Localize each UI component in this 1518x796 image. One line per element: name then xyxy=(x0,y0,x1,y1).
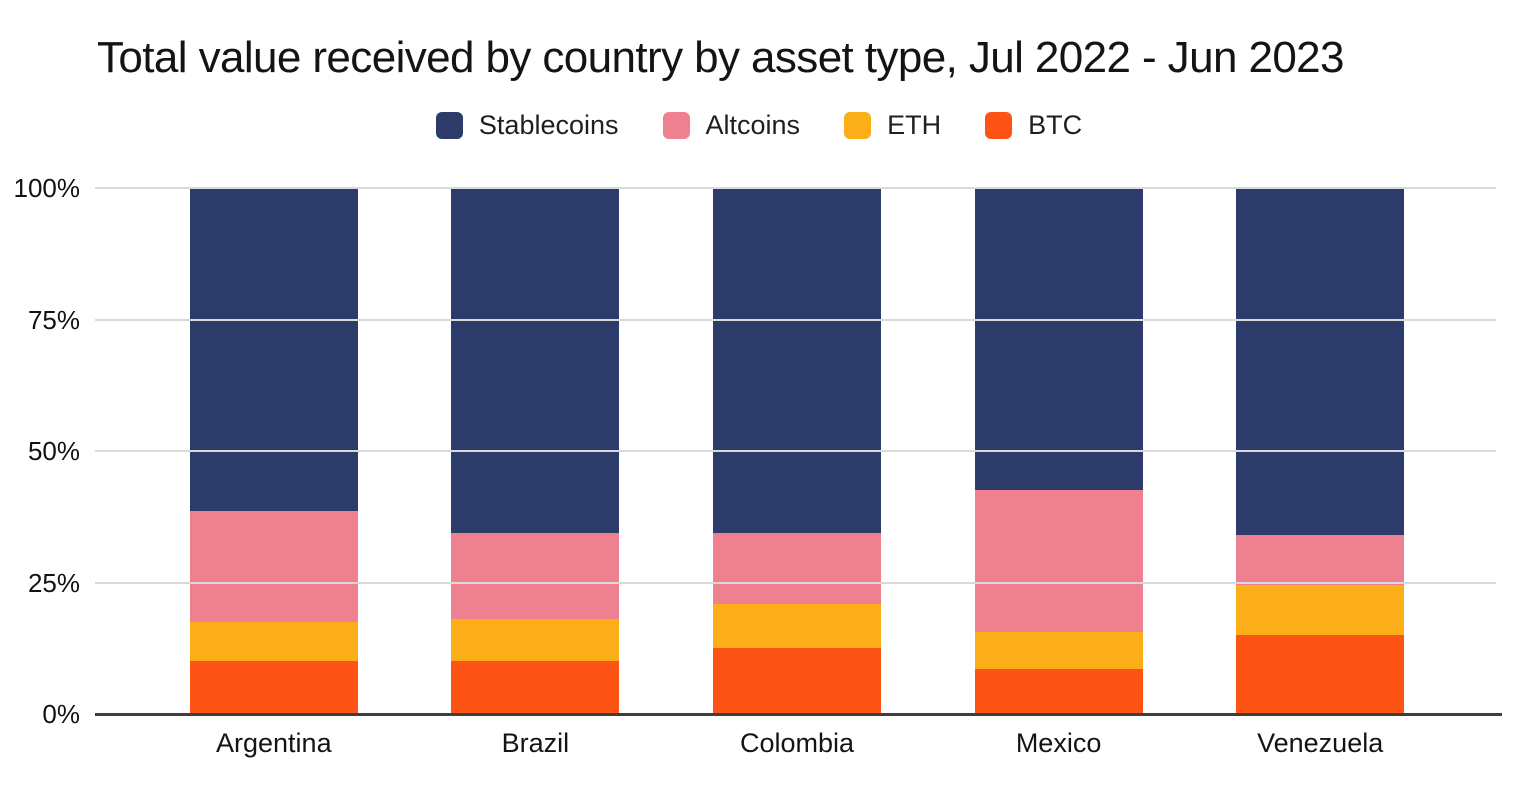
bar-segment-argentina-stablecoins[interactable] xyxy=(189,188,358,512)
bar-argentina xyxy=(189,188,358,714)
legend-item-btc[interactable]: BTC xyxy=(985,112,1082,139)
bar-slot-mexico xyxy=(928,188,1190,714)
bar-segment-colombia-altcoins[interactable] xyxy=(712,532,881,604)
x-axis-label-colombia: Colombia xyxy=(739,728,855,758)
bar-segment-venezuela-eth[interactable] xyxy=(1236,585,1405,636)
x-axis-label-brazil: Brazil xyxy=(501,728,570,758)
gridline-50pct xyxy=(95,450,1496,452)
bar-segment-colombia-eth[interactable] xyxy=(712,603,881,649)
y-tick-label-0pct: 0% xyxy=(42,699,80,729)
y-tick-label-100pct: 100% xyxy=(13,173,81,203)
chart-title: Total value received by country by asset… xyxy=(97,33,1345,82)
bar-segment-brazil-stablecoins[interactable] xyxy=(451,188,620,533)
bar-segment-colombia-btc[interactable] xyxy=(712,648,881,714)
bar-segment-venezuela-btc[interactable] xyxy=(1236,635,1405,714)
y-tick-label-75pct: 75% xyxy=(27,304,80,335)
gridline-100pct xyxy=(95,187,1496,189)
bar-venezuela xyxy=(1236,188,1405,714)
legend-item-altcoins[interactable]: Altcoins xyxy=(662,110,801,140)
bar-slot-argentina xyxy=(143,188,405,714)
bar-segment-mexico-eth[interactable] xyxy=(974,632,1143,670)
bar-slot-venezuela xyxy=(1189,188,1451,714)
x-axis-label-argentina: Argentina xyxy=(216,728,332,758)
chart-legend: Stablecoins Altcoins ETH BTC xyxy=(0,112,1518,139)
legend-label-eth: ETH xyxy=(887,110,942,140)
legend-item-stablecoins[interactable]: Stablecoins xyxy=(435,110,619,140)
bar-segment-mexico-btc[interactable] xyxy=(974,669,1143,714)
bar-segment-mexico-stablecoins[interactable] xyxy=(974,188,1143,491)
bar-segment-argentina-btc[interactable] xyxy=(189,661,358,714)
bar-segment-argentina-eth[interactable] xyxy=(189,621,358,662)
x-axis-labels: Argentina Brazil Colombia Mexico Venezuela xyxy=(143,727,1451,759)
gridline-25pct xyxy=(95,581,1496,584)
legend-item-eth[interactable]: ETH xyxy=(844,112,941,139)
bar-segment-venezuela-altcoins[interactable] xyxy=(1236,535,1405,586)
bar-brazil xyxy=(451,188,620,714)
bars-container xyxy=(143,188,1451,714)
y-tick-label-25pct: 25% xyxy=(27,567,80,598)
legend-label-altcoins: Altcoins xyxy=(705,110,801,140)
y-tick-label-50pct: 50% xyxy=(27,436,80,466)
bar-mexico xyxy=(974,188,1143,714)
plot-area: 0% 25% 50% 75% 100% xyxy=(14,175,1502,727)
x-axis-label-venezuela: Venezuela xyxy=(1257,728,1384,758)
bar-segment-brazil-eth[interactable] xyxy=(451,619,620,662)
bar-segment-mexico-altcoins[interactable] xyxy=(974,490,1143,633)
legend-swatch-btc xyxy=(985,112,1013,139)
bar-segment-brazil-btc[interactable] xyxy=(451,661,620,714)
bar-segment-colombia-stablecoins[interactable] xyxy=(712,188,881,533)
bar-segment-brazil-altcoins[interactable] xyxy=(451,532,620,620)
bar-slot-colombia xyxy=(666,188,928,714)
legend-swatch-stablecoins xyxy=(435,112,463,139)
x-axis-label-mexico: Mexico xyxy=(1015,728,1102,758)
bar-colombia xyxy=(712,188,881,714)
gridline-75pct xyxy=(95,318,1496,321)
bar-slot-brazil xyxy=(405,188,667,714)
legend-label-stablecoins: Stablecoins xyxy=(478,110,619,140)
legend-label-btc: BTC xyxy=(1028,110,1083,140)
bar-segment-argentina-altcoins[interactable] xyxy=(189,511,358,622)
legend-swatch-altcoins xyxy=(662,112,690,139)
bar-segment-venezuela-stablecoins[interactable] xyxy=(1236,188,1405,536)
legend-swatch-eth xyxy=(844,112,872,139)
x-axis-line xyxy=(95,713,1502,716)
